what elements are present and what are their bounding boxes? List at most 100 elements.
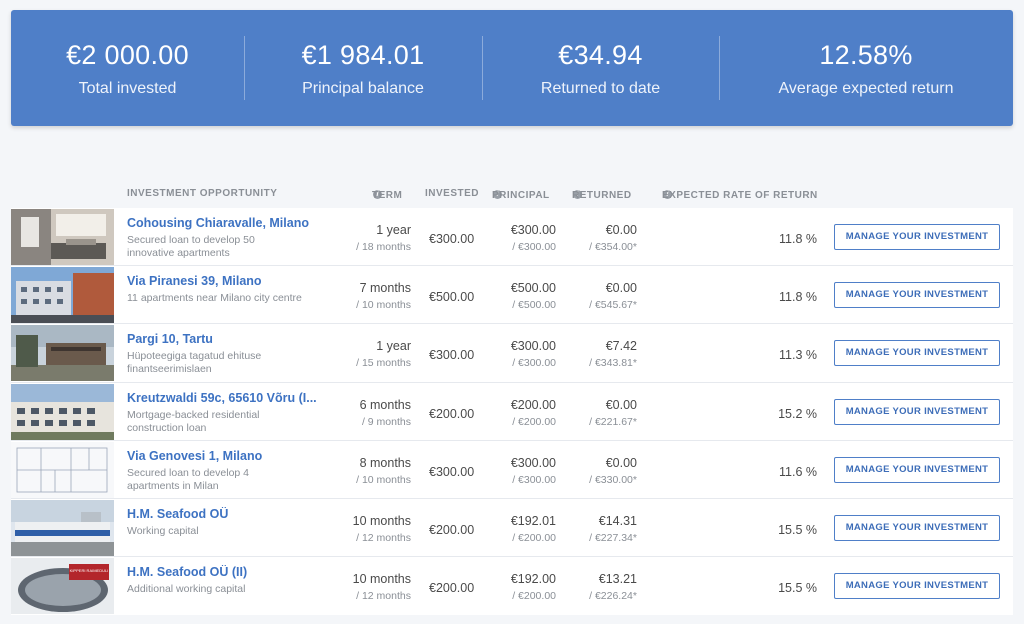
header-opportunity: INVESTMENT OPPORTUNITY xyxy=(127,188,278,199)
term-remaining: 6 months xyxy=(359,397,411,412)
stat-total-invested: €2 000.00 Total invested xyxy=(11,10,244,126)
project-thumbnail[interactable] xyxy=(11,441,114,498)
term-remaining: 8 months xyxy=(359,455,411,470)
principal-balance-label: Principal balance xyxy=(302,80,424,97)
header-term-label: TERM xyxy=(372,190,403,201)
project-title-link[interactable]: Via Piranesi 39, Milano xyxy=(127,274,262,289)
project-thumbnail[interactable]: KIPPERI RAIMEDULI xyxy=(11,558,114,615)
stat-returned-to-date: €34.94 Returned to date xyxy=(482,10,719,126)
project-title-link[interactable]: Kreutzwaldi 59c, 65610 Võru (I... xyxy=(127,390,317,405)
info-icon[interactable]: i xyxy=(493,190,502,199)
invested-amount: €200.00 xyxy=(429,522,475,537)
returned-amount: €14.31 xyxy=(598,513,637,528)
project-thumbnail[interactable] xyxy=(11,209,114,265)
principal-amount: €300.00 xyxy=(510,455,556,470)
info-icon[interactable]: i xyxy=(573,190,582,199)
principal-amount: €192.01 xyxy=(510,513,556,528)
average-return-value: 12.58% xyxy=(819,40,913,70)
info-icon[interactable]: i xyxy=(663,190,672,199)
expected-rate: 15.2 % xyxy=(778,406,817,421)
project-description: Working capital xyxy=(127,524,199,537)
manage-investment-button[interactable]: MANAGE YOUR INVESTMENT xyxy=(834,282,1000,309)
project-description: Secured loan to develop 4 apartments in … xyxy=(127,466,250,492)
invested-amount: €500.00 xyxy=(429,290,475,305)
principal-total: / €300.00 xyxy=(512,241,556,253)
principal-total: / €200.00 xyxy=(512,531,556,544)
manage-investment-button[interactable]: MANAGE YOUR INVESTMENT xyxy=(834,224,1000,250)
project-thumbnail[interactable] xyxy=(11,267,114,324)
expected-rate: 15.5 % xyxy=(778,522,817,537)
header-returned[interactable]: RETURNED i xyxy=(572,188,631,201)
thumbnail-label: KIPPERI RAIMEDULI xyxy=(70,568,109,573)
term-remaining: 10 months xyxy=(352,513,411,528)
manage-investment-button[interactable]: MANAGE YOUR INVESTMENT xyxy=(834,514,1000,541)
principal-total: / €200.00 xyxy=(512,415,556,428)
returned-amount: €7.42 xyxy=(605,339,637,354)
principal-total: / €300.00 xyxy=(512,357,556,370)
invested-amount: €200.00 xyxy=(429,581,475,596)
principal-balance-value: €1 984.01 xyxy=(301,40,425,70)
project-title-link[interactable]: H.M. Seafood OÜ (II) xyxy=(127,565,248,580)
header-term[interactable]: TERM i xyxy=(372,188,402,201)
header-returned-label: RETURNED xyxy=(572,190,632,201)
project-description: 11 apartments near Milano city centre xyxy=(127,292,302,305)
returned-to-date-label: Returned to date xyxy=(540,80,661,97)
invested-amount: €200.00 xyxy=(429,406,475,421)
project-description: Additional working capital xyxy=(127,583,246,596)
header-principal[interactable]: PRINCIPAL i xyxy=(492,188,549,201)
manage-investment-button[interactable]: MANAGE YOUR INVESTMENT xyxy=(834,340,1000,367)
invested-amount: €300.00 xyxy=(429,348,475,363)
returned-amount: €0.00 xyxy=(605,397,637,412)
header-expected-rate-label: EXPECTED RATE OF RETURN xyxy=(662,190,818,201)
expected-rate: 11.3 % xyxy=(779,348,817,363)
term-total: / 10 months xyxy=(356,473,411,486)
header-expected-rate[interactable]: EXPECTED RATE OF RETURN i xyxy=(662,188,817,201)
principal-amount: €500.00 xyxy=(510,281,556,296)
invested-amount: €300.00 xyxy=(429,232,475,246)
project-description: Mortgage-backed residential construction… xyxy=(127,408,260,434)
principal-amount: €300.00 xyxy=(510,223,556,237)
table-row: Pargi 10, Tartu Hüpoteegiga tagatud ehit… xyxy=(11,324,1013,383)
returned-amount: €0.00 xyxy=(605,281,637,296)
table-row: Via Genovesi 1, Milano Secured loan to d… xyxy=(11,441,1013,499)
principal-amount: €200.00 xyxy=(510,397,556,412)
table-row: H.M. Seafood OÜ Working capital 10 month… xyxy=(11,499,1013,558)
project-title-link[interactable]: H.M. Seafood OÜ xyxy=(127,506,229,521)
manage-investment-button[interactable]: MANAGE YOUR INVESTMENT xyxy=(834,573,1000,600)
project-description: Secured loan to develop 50 innovative ap… xyxy=(127,234,255,259)
project-thumbnail[interactable] xyxy=(11,383,114,440)
project-title-link[interactable]: Cohousing Chiaravalle, Milano xyxy=(127,216,309,230)
returned-total: / €221.67* xyxy=(589,415,637,428)
returned-total: / €545.67* xyxy=(589,299,637,312)
project-title-link[interactable]: Pargi 10, Tartu xyxy=(127,332,213,347)
returned-total: / €343.81* xyxy=(589,357,637,370)
term-total: / 15 months xyxy=(356,357,411,370)
project-thumbnail[interactable] xyxy=(11,325,114,382)
project-title-link[interactable]: Via Genovesi 1, Milano xyxy=(127,448,263,463)
term-remaining: 10 months xyxy=(352,572,411,587)
table-header: INVESTMENT OPPORTUNITY TERM i INVESTED PR… xyxy=(0,186,1024,202)
average-return-label: Average expected return xyxy=(778,80,954,97)
expected-rate: 11.8 % xyxy=(779,232,817,246)
stat-principal-balance: €1 984.01 Principal balance xyxy=(244,10,482,126)
expected-rate: 11.8 % xyxy=(779,290,817,305)
manage-investment-button[interactable]: MANAGE YOUR INVESTMENT xyxy=(834,456,1000,483)
term-total: / 9 months xyxy=(361,415,411,428)
header-invested: INVESTED xyxy=(425,188,480,199)
info-icon[interactable]: i xyxy=(373,190,382,199)
term-total: / 12 months xyxy=(356,590,411,603)
principal-amount: €300.00 xyxy=(510,339,556,354)
returned-total: / €226.24* xyxy=(589,590,637,603)
project-description: Hüpoteegiga tagatud ehituse finantseerim… xyxy=(127,350,262,376)
manage-investment-button[interactable]: MANAGE YOUR INVESTMENT xyxy=(834,398,1000,425)
project-thumbnail[interactable] xyxy=(11,499,114,556)
returned-to-date-value: €34.94 xyxy=(558,40,643,70)
principal-total: / €300.00 xyxy=(512,473,556,486)
table-row: KIPPERI RAIMEDULI H.M. Seafood OÜ (II) A… xyxy=(11,557,1013,615)
stat-average-return: 12.58% Average expected return xyxy=(719,10,1013,126)
expected-rate: 11.6 % xyxy=(779,464,817,479)
term-total: / 10 months xyxy=(356,299,411,312)
total-invested-label: Total invested xyxy=(78,80,177,97)
term-total: / 18 months xyxy=(356,241,411,253)
returned-total: / €227.34* xyxy=(589,531,637,544)
